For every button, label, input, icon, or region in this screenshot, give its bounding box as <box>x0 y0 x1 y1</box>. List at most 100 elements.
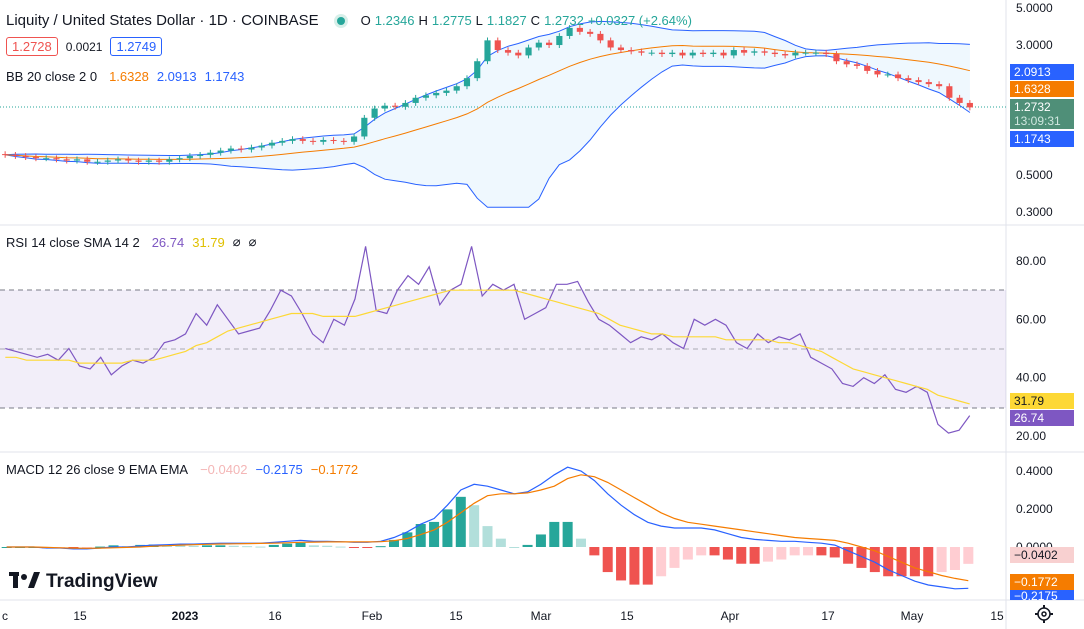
candle-body[interactable] <box>330 139 337 141</box>
candle-body[interactable] <box>320 139 327 142</box>
candle-body[interactable] <box>915 80 922 83</box>
candle-body[interactable] <box>669 52 676 55</box>
buy-button[interactable]: 1.2749 <box>110 37 163 56</box>
settings-gear-icon[interactable] <box>1035 605 1053 623</box>
candle-body[interactable] <box>905 78 912 81</box>
candle-body[interactable] <box>392 105 399 107</box>
candle-body[interactable] <box>207 152 214 155</box>
tradingview-logo-icon[interactable] <box>9 572 40 588</box>
candle-body[interactable] <box>248 147 255 150</box>
candle-body[interactable] <box>946 86 953 98</box>
candle-body[interactable] <box>309 140 317 142</box>
candle-body[interactable] <box>299 139 306 141</box>
candle-body[interactable] <box>94 161 101 163</box>
candle-body[interactable] <box>802 52 809 54</box>
candle-body[interactable] <box>761 51 768 53</box>
candle-body[interactable] <box>217 150 224 153</box>
candle-body[interactable] <box>104 160 111 162</box>
candle-body[interactable] <box>853 64 861 66</box>
candle-body[interactable] <box>771 52 778 55</box>
candle-body[interactable] <box>628 50 635 52</box>
candle-body[interactable] <box>546 42 553 46</box>
candle-body[interactable] <box>504 50 512 53</box>
candle-body[interactable] <box>494 40 501 51</box>
candle-body[interactable] <box>2 154 9 156</box>
candle-body[interactable] <box>63 159 70 161</box>
candle-body[interactable] <box>156 160 163 162</box>
tradingview-logo-text[interactable]: TradingView <box>46 571 158 592</box>
candle-body[interactable] <box>730 50 737 56</box>
candle-body[interactable] <box>186 155 193 159</box>
candle-body[interactable] <box>422 95 429 98</box>
candle-body[interactable] <box>125 159 132 161</box>
candle-body[interactable] <box>874 70 881 75</box>
candle-body[interactable] <box>894 74 902 79</box>
candle-body[interactable] <box>145 160 152 162</box>
candle-body[interactable] <box>843 61 850 65</box>
candle-body[interactable] <box>43 158 50 160</box>
candle-body[interactable] <box>751 51 758 53</box>
candle-body[interactable] <box>361 117 368 137</box>
candle-body[interactable] <box>864 65 871 71</box>
candle-body[interactable] <box>648 52 655 54</box>
candle-body[interactable] <box>884 74 891 76</box>
candle-body[interactable] <box>402 102 409 107</box>
candle-body[interactable] <box>135 160 142 162</box>
candle-body[interactable] <box>525 47 532 56</box>
candle-body[interactable] <box>197 154 204 156</box>
candle-body[interactable] <box>351 136 358 142</box>
candle-body[interactable] <box>114 159 122 161</box>
candle-body[interactable] <box>833 54 840 62</box>
candle-body[interactable] <box>782 54 789 56</box>
candle-body[interactable] <box>227 148 234 151</box>
candle-body[interactable] <box>453 86 460 91</box>
candle-body[interactable] <box>617 47 624 51</box>
candle-body[interactable] <box>412 97 419 103</box>
candle-body[interactable] <box>576 27 583 32</box>
candle-body[interactable] <box>699 52 707 55</box>
candle-body[interactable] <box>679 52 686 56</box>
bb-legend[interactable]: BB 20 close 2 0 1.6328 2.0913 1.1743 <box>6 69 244 84</box>
candle-body[interactable] <box>279 140 286 143</box>
symbol-title[interactable]: Liquity / United States Dollar · 1D · CO… <box>6 12 319 29</box>
candle-body[interactable] <box>433 92 440 96</box>
candle-body[interactable] <box>556 35 563 46</box>
candle-body[interactable] <box>925 82 932 85</box>
candle-body[interactable] <box>443 90 450 93</box>
candle-body[interactable] <box>12 154 19 156</box>
candle-body[interactable] <box>32 157 39 159</box>
candle-body[interactable] <box>638 51 645 53</box>
candle-body[interactable] <box>371 108 378 118</box>
candle-body[interactable] <box>936 84 943 87</box>
candle-body[interactable] <box>484 40 491 62</box>
candle-body[interactable] <box>710 52 717 55</box>
candle-body[interactable] <box>956 97 963 103</box>
candle-body[interactable] <box>176 158 183 160</box>
candle-body[interactable] <box>812 52 819 54</box>
macd-legend[interactable]: MACD 12 26 close 9 EMA EMA −0.0402 −0.21… <box>6 462 358 477</box>
candle-body[interactable] <box>720 52 727 56</box>
rsi-legend[interactable]: RSI 14 close SMA 14 2 26.74 31.79 ⌀ ⌀ <box>6 234 256 250</box>
candle-body[interactable] <box>463 78 471 87</box>
candle-body[interactable] <box>238 148 245 150</box>
candle-body[interactable] <box>658 52 666 55</box>
candle-body[interactable] <box>289 139 296 141</box>
candle-body[interactable] <box>792 52 799 56</box>
candle-body[interactable] <box>84 159 91 162</box>
candle-body[interactable] <box>166 159 173 162</box>
candle-body[interactable] <box>607 40 614 48</box>
candle-body[interactable] <box>597 33 604 41</box>
candles[interactable] <box>2 25 973 165</box>
candle-body[interactable] <box>474 61 481 79</box>
candle-body[interactable] <box>966 102 973 108</box>
candle-body[interactable] <box>587 31 594 34</box>
candle-body[interactable] <box>515 52 522 56</box>
candle-body[interactable] <box>22 155 29 158</box>
candle-body[interactable] <box>268 142 276 146</box>
sell-button[interactable]: 1.2728 <box>6 37 58 56</box>
candle-body[interactable] <box>340 140 347 142</box>
candle-body[interactable] <box>258 145 265 148</box>
candle-body[interactable] <box>823 52 830 55</box>
candle-body[interactable] <box>535 42 542 48</box>
